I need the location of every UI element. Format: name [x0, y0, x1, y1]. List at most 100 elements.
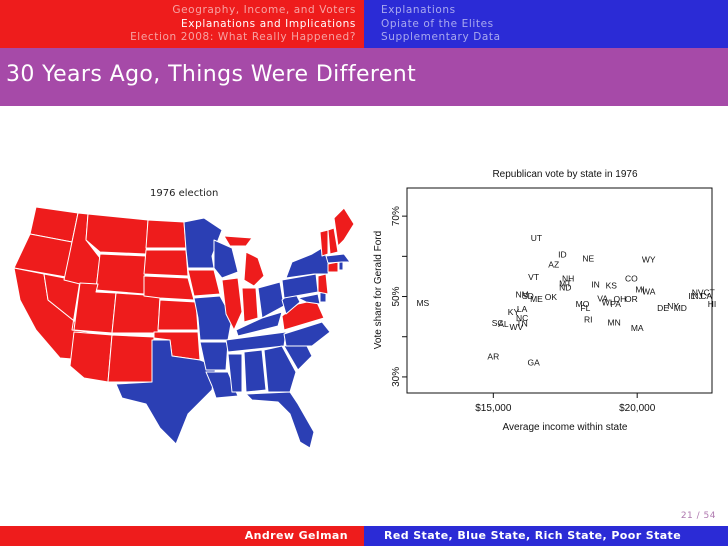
state-sd — [143, 249, 189, 277]
plot-frame — [406, 187, 713, 394]
point-label-me: ME — [530, 294, 543, 304]
state-la — [205, 371, 239, 399]
footer-talk-title: Red State, Blue State, Rich State, Poor … — [364, 526, 728, 546]
point-label-ky: KY — [508, 307, 520, 317]
footer-author: Andrew Gelman — [0, 526, 364, 546]
y-tick-label: 30% — [391, 367, 402, 387]
state-ks — [157, 299, 199, 331]
x-axis-label: Average income within state — [503, 422, 628, 433]
point-label-sc: SC — [492, 318, 504, 328]
nav-geography-income-voters[interactable]: Geography, Income, and Voters — [172, 4, 356, 16]
state-nh — [327, 227, 339, 255]
point-label-il: IL — [688, 291, 695, 301]
point-label-hi: HI — [708, 299, 717, 309]
state-mn — [183, 217, 223, 269]
point-label-wa: WA — [642, 287, 656, 297]
chart-title: Republican vote by state in 1976 — [492, 169, 638, 180]
point-label-ct: CT — [703, 288, 714, 298]
map-title: 1976 election — [150, 188, 219, 199]
header-right-panel — [364, 0, 728, 48]
point-label-az: AZ — [548, 259, 559, 269]
point-label-ny: NY — [667, 301, 679, 311]
point-label-ks: KS — [606, 281, 618, 291]
point-label-mt: MT — [559, 279, 571, 289]
point-label-ms: MS — [416, 298, 429, 308]
state-nj — [317, 273, 329, 295]
state-nc — [283, 321, 331, 347]
state-ky — [235, 311, 283, 337]
state-tx — [115, 339, 217, 445]
nav-explanations-implications[interactable]: Explanations and Implications — [181, 17, 356, 30]
footer-bar: Andrew Gelman Red State, Blue State, Ric… — [0, 526, 728, 546]
point-label-de: DE — [657, 303, 669, 313]
state-in — [241, 287, 259, 323]
point-label-wi: WI — [602, 298, 612, 308]
point-label-mo: MO — [576, 299, 590, 309]
point-label-nj: NJ — [692, 291, 702, 301]
state-ma — [325, 253, 351, 264]
state-mi-up — [223, 235, 253, 247]
subsection-nav-right: Explanations Opiate of the Elites Supple… — [381, 4, 501, 45]
point-label-nd: ND — [559, 283, 571, 293]
point-label-fl: FL — [580, 303, 590, 313]
nav-supplementary-data[interactable]: Supplementary Data — [381, 31, 501, 43]
state-ms — [227, 353, 243, 393]
slide-title-bar: 30 Years Ago, Things Were Different — [0, 48, 728, 106]
header-left-panel — [0, 0, 364, 48]
state-md — [297, 293, 321, 305]
point-label-nv: NV — [692, 288, 704, 298]
x-axis-ticks: $15,000 $20,000 — [475, 393, 656, 414]
header-bar — [0, 0, 728, 48]
y-axis-label: Vote share for Gerald Ford — [373, 231, 384, 349]
section-nav-left: Geography, Income, and Voters Explanatio… — [130, 4, 356, 45]
point-label-la: LA — [517, 304, 528, 314]
state-mt — [85, 213, 149, 255]
point-label-ca: CA — [700, 291, 712, 301]
point-label-id: ID — [558, 249, 567, 259]
slide-title: 30 Years Ago, Things Were Different — [6, 62, 417, 87]
point-label-nm: NM — [515, 290, 528, 300]
state-al — [243, 349, 267, 393]
y-axis-ticks: 30% 50% 70% — [391, 206, 407, 387]
x-tick-label: $20,000 — [619, 403, 656, 414]
nav-election-2008[interactable]: Election 2008: What Really Happened? — [130, 31, 356, 43]
point-label-or: OR — [625, 294, 638, 304]
x-tick-label: $15,000 — [475, 403, 512, 414]
point-label-sd: SD — [522, 291, 534, 301]
state-ia — [187, 269, 221, 297]
point-label-nh: NH — [562, 273, 574, 283]
state-il — [221, 277, 243, 331]
state-ga — [263, 345, 297, 393]
point-label-md: MD — [674, 303, 687, 313]
point-label-wy: WY — [642, 255, 656, 265]
state-vt — [319, 229, 329, 257]
point-label-vt: VT — [528, 272, 539, 282]
point-label-mn: MN — [608, 318, 621, 328]
state-ar — [199, 341, 229, 371]
point-label-al: AL — [498, 319, 509, 329]
y-tick-label: 70% — [391, 206, 402, 226]
point-label-co: CO — [625, 273, 638, 283]
nav-explanations[interactable]: Explanations — [381, 4, 456, 16]
state-mi — [243, 251, 265, 287]
point-label-ok: OK — [545, 292, 558, 302]
point-label-tn: TN — [516, 318, 527, 328]
point-label-ri: RI — [584, 314, 593, 324]
point-label-wv: WV — [509, 322, 523, 332]
page-number: 21 / 54 — [680, 511, 716, 521]
nav-opiate-elites[interactable]: Opiate of the Elites — [381, 17, 494, 30]
y-tick-label: 50% — [391, 286, 402, 306]
state-me — [333, 207, 355, 247]
point-label-pa: PA — [610, 299, 621, 309]
point-label-oh: OH — [614, 294, 627, 304]
point-label-ar: AR — [487, 351, 499, 361]
state-fl — [245, 391, 315, 449]
point-label-ma: MA — [631, 323, 644, 333]
point-label-mi: MI — [635, 285, 644, 295]
state-ne — [143, 275, 195, 301]
state-az — [69, 331, 113, 383]
point-label-ut: UT — [531, 233, 542, 243]
